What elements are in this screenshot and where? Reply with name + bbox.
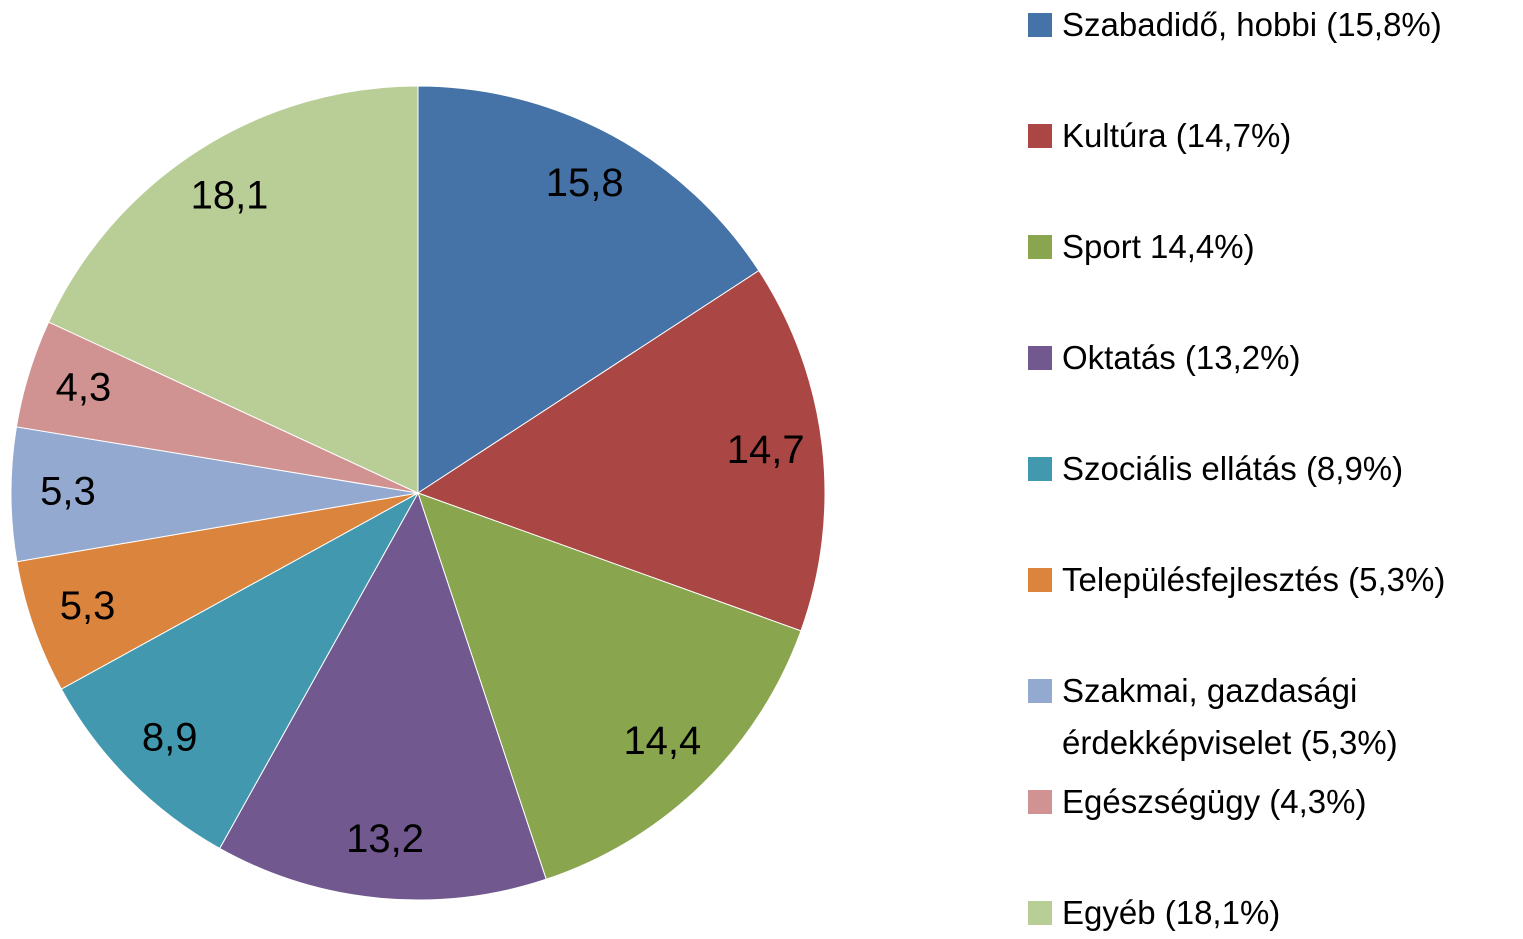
data-label: 5,3 bbox=[40, 470, 96, 514]
legend-label: Oktatás (13,2%) bbox=[1062, 339, 1301, 376]
legend-swatch bbox=[1028, 13, 1052, 37]
legend-entry: Településfejlesztés (5,3%) bbox=[1028, 554, 1518, 606]
legend-swatch bbox=[1028, 457, 1052, 481]
data-label: 15,8 bbox=[546, 161, 624, 205]
pie-slice bbox=[417, 492, 802, 880]
legend-entry: Szabadidő, hobbi (15,8%) bbox=[1028, 0, 1518, 51]
legend-swatch bbox=[1028, 901, 1052, 925]
legend-label: Egészségügy (4,3%) bbox=[1062, 783, 1367, 820]
legend-label: Sport 14,4%) bbox=[1062, 228, 1255, 265]
pie-slice bbox=[417, 85, 760, 494]
pie-slice bbox=[10, 426, 419, 563]
legend-entry: Szakmai, gazdasági érdekképviselet (5,3%… bbox=[1028, 665, 1518, 769]
data-label: 14,7 bbox=[727, 428, 805, 472]
legend-entry: Szociális ellátás (8,9%) bbox=[1028, 443, 1518, 495]
legend-label: Településfejlesztés (5,3%) bbox=[1062, 561, 1446, 598]
data-label: 13,2 bbox=[346, 817, 424, 861]
legend-swatch bbox=[1028, 568, 1052, 592]
chart: 15,8 14,7 14,4 13,2 8,9 5,3 5,3 4,3 18,1 bbox=[10, 85, 826, 901]
legend-entry: Egyéb (18,1%) bbox=[1028, 887, 1518, 939]
legend-label: Egyéb (18,1%) bbox=[1062, 894, 1281, 931]
legend-swatch bbox=[1028, 235, 1052, 259]
data-label: 18,1 bbox=[191, 174, 269, 218]
data-label: 5,3 bbox=[60, 584, 116, 628]
data-label: 14,4 bbox=[623, 719, 701, 763]
pie-slice bbox=[60, 491, 420, 850]
pie-slice bbox=[47, 85, 419, 494]
legend-swatch bbox=[1028, 346, 1052, 370]
legend-label: Kultúra (14,7%) bbox=[1062, 117, 1292, 154]
data-label: 4,3 bbox=[56, 366, 112, 410]
data-label: 8,9 bbox=[142, 715, 198, 759]
legend-entry: Sport 14,4%) bbox=[1028, 221, 1518, 273]
legend-entry: Kultúra (14,7%) bbox=[1028, 110, 1518, 162]
pie-slice bbox=[219, 491, 547, 901]
legend-entry: Oktatás (13,2%) bbox=[1028, 332, 1518, 384]
legend-swatch bbox=[1028, 124, 1052, 148]
pie-slice bbox=[416, 269, 826, 632]
legend-entry: Egészségügy (4,3%) bbox=[1028, 776, 1518, 828]
legend-label: Szabadidő, hobbi (15,8%) bbox=[1062, 6, 1442, 43]
legend-label: Szakmai, gazdasági érdekképviselet (5,3%… bbox=[1062, 672, 1398, 761]
legend-swatch bbox=[1028, 790, 1052, 814]
legend-label: Szociális ellátás (8,9%) bbox=[1062, 450, 1404, 487]
legend-swatch bbox=[1028, 679, 1052, 703]
pie-slice bbox=[16, 492, 419, 690]
